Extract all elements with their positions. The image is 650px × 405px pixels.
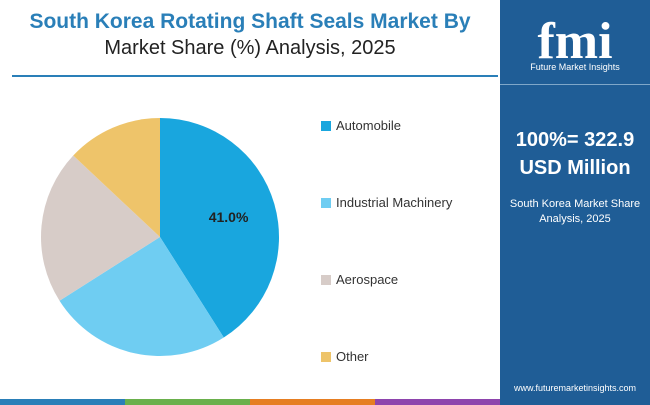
legend-item-automobile: Automobile [321, 118, 401, 133]
title-line-1: South Korea Rotating Shaft Seals Market … [29, 10, 471, 33]
pie-slice-industrial-machinery [59, 237, 224, 356]
logo-tagline: Future Market Insights [530, 62, 620, 72]
bottom-bar-segment [0, 399, 125, 405]
total-value: 100%= 322.9 [515, 129, 635, 151]
desc-line-1: South Korea Market Share [509, 198, 641, 210]
market-description: South Korea Market Share Analysis, 2025 [500, 197, 650, 227]
total-unit: USD Million [519, 157, 631, 179]
legend-swatch [321, 351, 331, 362]
legend-swatch [321, 120, 331, 131]
legend-item-industrial-machinery: Industrial Machinery [321, 195, 452, 210]
market-total: 100%= 322.9 USD Million [500, 126, 650, 182]
pie-slice-aerospace [40, 155, 160, 301]
desc-line-2: Analysis, 2025 [539, 213, 611, 225]
legend-swatch [321, 274, 331, 285]
chart-title: South Korea Rotating Shaft Seals Market … [0, 8, 500, 62]
data-label-automobile: 41.0% [209, 209, 249, 225]
legend-label: Aerospace [336, 272, 399, 287]
bottom-bar-segment [375, 399, 500, 405]
sidebar-panel: fmi Future Market Insights 100%= 322.9 U… [500, 0, 650, 405]
legend-item-other: Other [321, 349, 369, 364]
pie-slice-automobile [160, 118, 280, 338]
pie-slice-other [73, 118, 160, 237]
legend-label: Other [336, 349, 369, 364]
pie-chart: 41.0% [40, 118, 280, 356]
title-line-2: Market Share (%) Analysis, 2025 [104, 37, 396, 59]
legend-label: Automobile [336, 118, 402, 133]
fmi-logo: fmi [537, 13, 612, 70]
fmi-logo-letters: fmi [537, 13, 612, 70]
legend-label: Industrial Machinery [336, 195, 453, 210]
sidebar-divider [500, 84, 650, 85]
title-divider [12, 75, 498, 77]
bottom-bar-segment [125, 399, 250, 405]
legend-swatch [321, 197, 331, 208]
bottom-bar-segment [250, 399, 375, 405]
website-link[interactable]: www.futuremarketinsights.com [513, 383, 637, 393]
legend-item-aerospace: Aerospace [321, 272, 398, 287]
